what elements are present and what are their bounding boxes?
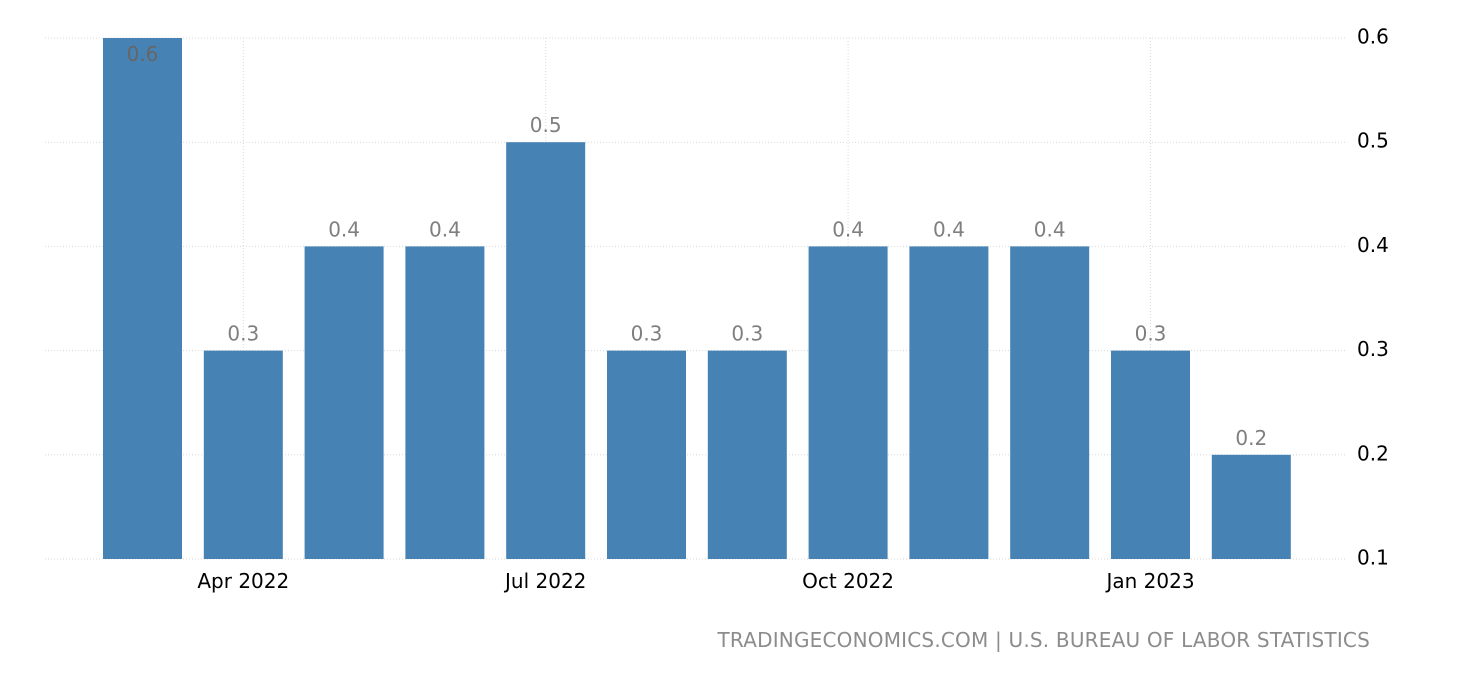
source-attribution: TRADINGECONOMICS.COM | U.S. BUREAU OF LA… xyxy=(717,628,1370,652)
data-label: 0.6 xyxy=(127,42,159,66)
y-tick-label: 0.1 xyxy=(1357,546,1389,570)
bar xyxy=(909,246,989,559)
y-tick-label: 0.5 xyxy=(1357,129,1389,153)
bar xyxy=(1010,246,1090,559)
data-label: 0.4 xyxy=(1034,217,1066,241)
bar xyxy=(405,246,485,559)
data-label: 0.3 xyxy=(731,322,763,346)
data-label: 0.3 xyxy=(227,322,259,346)
data-label: 0.2 xyxy=(1235,426,1267,450)
data-label: 0.5 xyxy=(530,113,562,137)
bar xyxy=(707,350,787,559)
x-tick-label: Jan 2023 xyxy=(1104,569,1194,593)
y-tick-label: 0.4 xyxy=(1357,233,1389,257)
y-axis: 0.1 0.2 0.3 0.4 0.5 0.6 xyxy=(1357,25,1389,570)
y-tick-label: 0.3 xyxy=(1357,337,1389,361)
bar xyxy=(506,142,586,559)
data-label: 0.4 xyxy=(429,217,461,241)
data-label: 0.3 xyxy=(631,322,663,346)
bar xyxy=(607,350,686,559)
y-tick-label: 0.2 xyxy=(1357,441,1389,465)
bar xyxy=(808,246,888,559)
data-label: 0.4 xyxy=(832,217,864,241)
bars xyxy=(103,38,1291,559)
x-axis: Apr 2022 Jul 2022 Oct 2022 Jan 2023 xyxy=(197,569,1194,593)
bar xyxy=(103,38,182,559)
bar xyxy=(203,350,283,559)
bar xyxy=(1211,454,1291,559)
y-tick-label: 0.6 xyxy=(1357,25,1389,49)
x-tick-label: Jul 2022 xyxy=(503,569,586,593)
data-labels: 0.6 0.3 0.4 0.4 0.5 0.3 0.3 0.4 0.4 0.4 0.3 0.2 xyxy=(127,42,1268,450)
data-label: 0.4 xyxy=(328,217,360,241)
data-label: 0.4 xyxy=(933,217,965,241)
x-tick-label: Oct 2022 xyxy=(802,569,894,593)
x-tick-label: Apr 2022 xyxy=(197,569,289,593)
bar xyxy=(1111,350,1190,559)
bar xyxy=(304,246,384,559)
data-label: 0.3 xyxy=(1135,322,1167,346)
